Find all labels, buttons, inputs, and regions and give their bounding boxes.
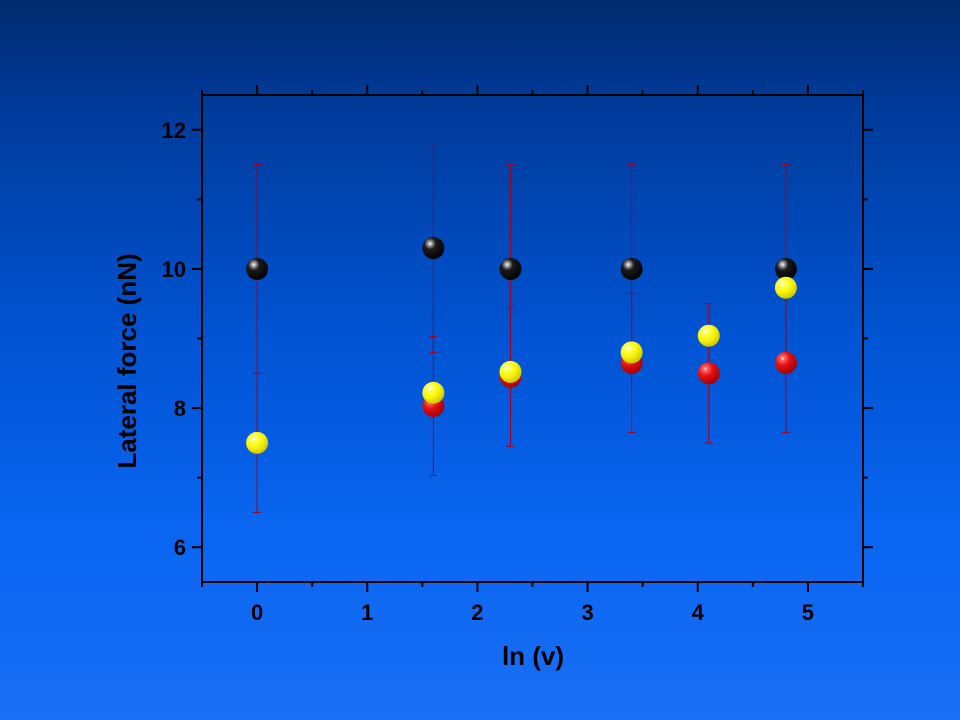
x-axis-title: ln (v): [502, 641, 564, 671]
y-tick-label: 12: [162, 118, 186, 143]
data-points: [246, 237, 797, 454]
x-tick-label: 2: [471, 600, 483, 625]
y-tick-label: 8: [174, 396, 186, 421]
data-point-black: [774, 257, 797, 280]
y-tick-label: 10: [162, 257, 186, 282]
data-point-black: [422, 237, 445, 260]
data-point-yellow: [246, 431, 269, 454]
data-point-yellow: [422, 381, 445, 404]
x-tick-label: 1: [361, 600, 373, 625]
x-tick-label: 5: [802, 600, 814, 625]
data-point-black: [620, 257, 643, 280]
plot-border: [201, 94, 864, 583]
x-tick-label: 3: [581, 600, 593, 625]
data-point-yellow: [620, 341, 643, 364]
data-point-yellow: [697, 324, 720, 347]
data-point-yellow: [499, 360, 522, 383]
plot-area: [201, 94, 864, 583]
axis-ticks: [192, 85, 873, 592]
data-point-black: [246, 257, 269, 280]
x-tick-label: 0: [251, 600, 263, 625]
data-point-black: [499, 257, 522, 280]
data-point-yellow: [774, 276, 797, 299]
x-tick-label: 4: [692, 600, 705, 625]
data-point-red: [697, 362, 720, 385]
y-tick-label: 6: [174, 535, 186, 560]
data-point-red: [774, 351, 797, 374]
y-axis-title: Lateral force (nN): [112, 253, 142, 468]
